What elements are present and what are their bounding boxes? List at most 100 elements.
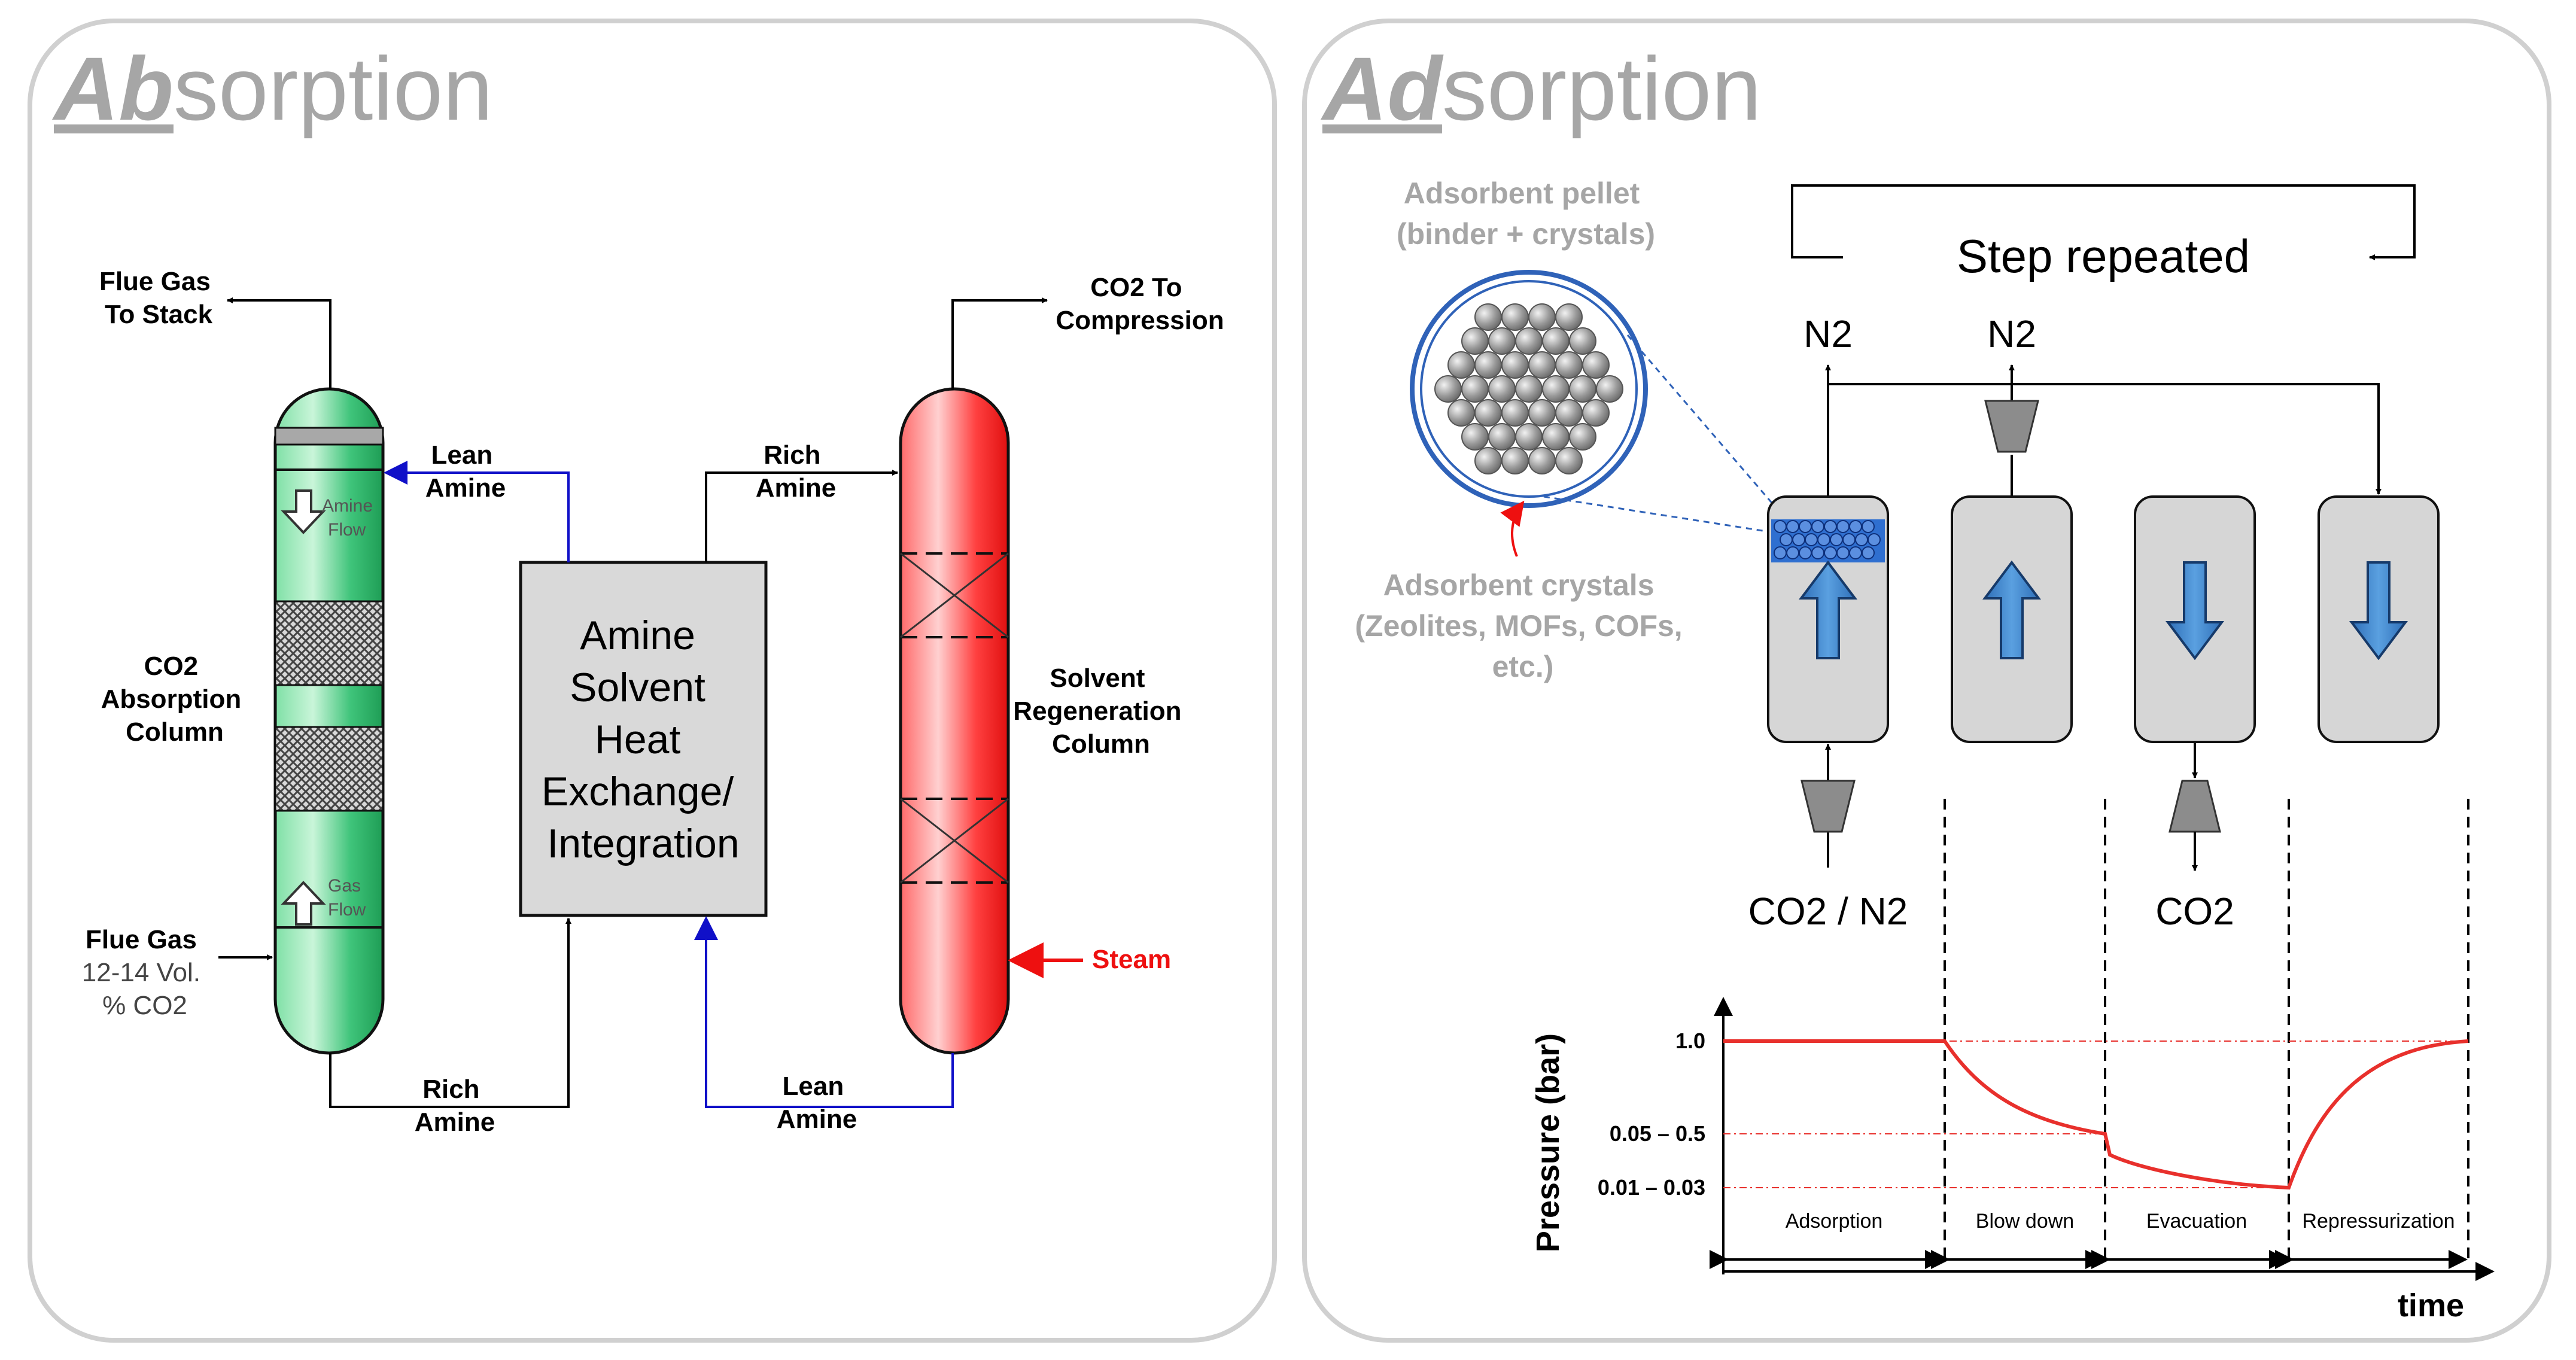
phase-label-blow-down: Blow down [1976, 1210, 2074, 1233]
vessel-crystal [1830, 533, 1843, 546]
pellet-crystal [1515, 423, 1543, 451]
pellet-crystal [1542, 327, 1570, 355]
pellet-crystal [1555, 303, 1583, 331]
rich-amine-bottom-pipe [329, 918, 571, 1108]
pellet-crystal [1528, 351, 1556, 379]
rich-amine-top-label: Rich Amine [756, 440, 836, 503]
x-axis-label: time [2398, 1288, 2464, 1324]
lean-amine-top-label: Lean Amine [425, 440, 506, 503]
pellet-crystal [1555, 351, 1583, 379]
vessel-crystal [1786, 546, 1799, 559]
vessel-crystal [1868, 533, 1881, 546]
pellet-crystal [1515, 327, 1543, 355]
pellet-label: Adsorbent pellet (binder + crystals) [1397, 177, 1655, 251]
lean-amine-bottom-label: Lean Amine [777, 1072, 857, 1134]
feed-label: CO2 / N2 [1748, 890, 1908, 933]
vessel-crystal [1774, 546, 1787, 559]
flue-gas-stack-pipe [227, 297, 331, 390]
vessel-crystal [1780, 533, 1793, 546]
pellet-crystal [1569, 375, 1596, 403]
feed-compressor [1801, 780, 1856, 833]
pellet-crystal [1488, 375, 1516, 403]
regeneration-column-label: Solvent Regeneration Column [1013, 664, 1188, 759]
regeneration-column [899, 387, 1010, 1055]
pellet-crystal [1542, 423, 1570, 451]
pellet-crystal [1515, 375, 1543, 403]
pellet-crystal [1488, 327, 1516, 355]
vessel-crystal [1842, 533, 1856, 546]
flue-gas-in-label: Flue Gas 12-14 Vol. % CO2 [82, 925, 208, 1020]
vessel-crystal [1792, 533, 1805, 546]
vessel-crystal [1786, 520, 1799, 533]
pellet-crystal [1474, 351, 1502, 379]
pellet-crystal [1582, 399, 1610, 427]
n2-label-1: N2 [1803, 312, 1853, 355]
vessel-crystal [1836, 520, 1850, 533]
pellet-crystal [1528, 399, 1556, 427]
pellet-crystal [1596, 375, 1623, 403]
absorption-title: Absorption [51, 38, 493, 139]
pellet-crystal [1501, 399, 1529, 427]
co2-compression-pipe [951, 297, 1048, 390]
pellet-crystal [1569, 423, 1596, 451]
up-arrow-2 [1982, 560, 2041, 659]
vessel-crystal [1811, 546, 1824, 559]
down-arrow-2 [2349, 561, 2408, 661]
vessel-crystal [1799, 520, 1812, 533]
down-arrow-1 [2166, 561, 2224, 661]
pellet-crystal [1461, 423, 1489, 451]
vessel-crystal [1805, 533, 1818, 546]
lean-amine-bottom-pipe [694, 916, 954, 1108]
pellet-crystal [1501, 351, 1529, 379]
rich-amine-bottom-label: Rich Amine [415, 1075, 495, 1137]
vessel-adsorption [1767, 495, 1889, 743]
vessel-crystal [1817, 533, 1830, 546]
zoom-line-top [1626, 334, 1775, 506]
pellet-crystal [1447, 351, 1475, 379]
vessel-crystal [1774, 520, 1787, 533]
step-repeated-label: Step repeated [1957, 230, 2250, 282]
vacuum-pump [2169, 780, 2221, 833]
vessel-crystal [1799, 546, 1812, 559]
pellet-crystal [1461, 375, 1489, 403]
up-arrow-1 [1799, 560, 1857, 659]
pellet-crystal [1501, 447, 1529, 474]
vessel-crystal [1862, 520, 1875, 533]
absorption-column-label: CO2 Absorption Column [101, 652, 249, 747]
pellet-crystal [1569, 327, 1596, 355]
absorption-column [273, 387, 385, 1055]
pellet-crystal [1501, 303, 1529, 331]
pellet-crystal [1461, 327, 1489, 355]
pellet-crystal [1582, 351, 1610, 379]
y-tick-3: 0.01 – 0.03 [1598, 1175, 1705, 1200]
crystals-label: Adsorbent crystals (Zeolites, MOFs, COFs… [1355, 568, 1690, 683]
zoom-line-bottom [1543, 495, 1775, 534]
phase-label-adsorption: Adsorption [1786, 1210, 1883, 1233]
pressure-chart: 1.0 0.05 – 0.5 0.01 – 0.03 Pressure (bar… [1530, 997, 2495, 1324]
pellet-crystal [1555, 447, 1583, 474]
pellet-crystal [1474, 303, 1502, 331]
blow-down-valve [1984, 400, 2039, 453]
vessel-crystal [1862, 546, 1875, 559]
co2-out-label: CO2 [2155, 890, 2234, 933]
gas-flow-arrow [281, 881, 326, 926]
pellet-crystal [1434, 375, 1462, 403]
phase-label-repressurization: Repressurization [2302, 1210, 2455, 1233]
n2-label-2: N2 [1987, 312, 2036, 355]
step-repeated-loop-left [1791, 184, 2416, 260]
pellet-crystal [1542, 375, 1570, 403]
vessel-crystal [1855, 533, 1868, 546]
flue-gas-stack-label: Flue Gas To Stack [99, 267, 218, 329]
vessel-crystal [1824, 546, 1837, 559]
pellet-crystal [1528, 303, 1556, 331]
gas-flow-label: Gas Flow [328, 876, 366, 920]
adsorbent-pellet [1410, 270, 1648, 508]
pellet-crystal [1555, 399, 1583, 427]
pellet-crystal [1474, 447, 1502, 474]
heat-exchange-label: Amine Solvent Heat Exchange/ Integration [542, 613, 745, 866]
amine-flow-arrow [281, 489, 326, 534]
lean-amine-top-pipe [384, 461, 570, 562]
y-tick-2: 0.05 – 0.5 [1610, 1121, 1705, 1146]
vessel-crystal [1849, 546, 1862, 559]
rich-amine-top-pipe [705, 470, 898, 562]
